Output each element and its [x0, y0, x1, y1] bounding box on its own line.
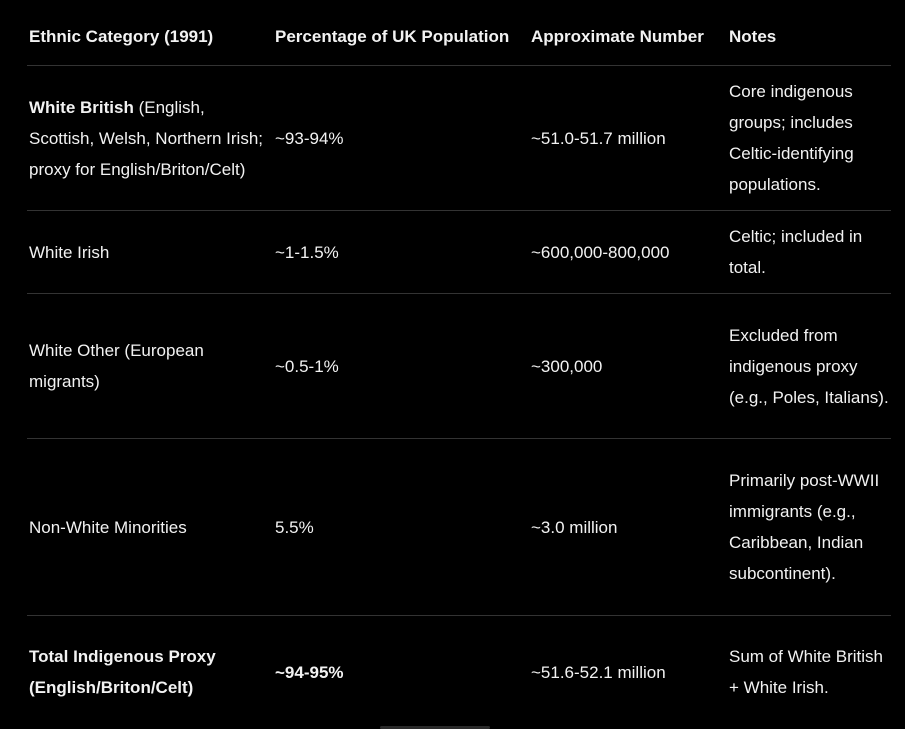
notes-cell: Excluded from indigenous proxy (e.g., Po…: [729, 325, 889, 407]
notes-cell: Primarily post-WWII immigrants (e.g., Ca…: [729, 471, 880, 583]
number-cell: ~300,000: [531, 356, 603, 376]
category-bold-text: Total Indigenous Proxy (English/Briton/C…: [29, 647, 216, 697]
number-cell: ~51.6-52.1 million: [531, 662, 666, 682]
category-bold-text: White British: [29, 97, 134, 117]
category-cell: White British (English, Scottish, Welsh,…: [27, 92, 273, 185]
category-cell: White Other (European migrants): [27, 335, 273, 397]
table-row: White Other (European migrants) ~0.5-1% …: [27, 294, 891, 439]
number-cell: ~600,000-800,000: [531, 242, 670, 262]
table-row: White British (English, Scottish, Welsh,…: [27, 66, 891, 211]
number-cell: ~3.0 million: [531, 517, 618, 537]
population-table: Ethnic Category (1991) Percentage of UK …: [27, 0, 891, 728]
percentage-cell: ~93-94%: [275, 128, 344, 148]
category-text: White Irish: [29, 242, 110, 262]
category-text: White Other (European migrants): [29, 341, 204, 391]
category-cell: White Irish: [27, 237, 273, 268]
notes-cell: Sum of White British + White Irish.: [729, 647, 883, 697]
category-text: Non-White Minorities: [29, 517, 187, 537]
table-row: Non-White Minorities 5.5% ~3.0 million P…: [27, 439, 891, 616]
category-cell: Total Indigenous Proxy (English/Briton/C…: [27, 641, 273, 703]
notes-cell: Core indigenous groups; includes Celtic-…: [729, 82, 854, 194]
percentage-cell: 5.5%: [275, 517, 314, 537]
percentage-cell: ~94-95%: [275, 662, 344, 682]
header-notes: Notes: [729, 27, 777, 46]
percentage-cell: ~1-1.5%: [275, 242, 339, 262]
category-text: (English, Scottish, Welsh, Northern Iris…: [29, 97, 263, 179]
category-cell: Non-White Minorities: [27, 512, 273, 543]
header-percentage: Percentage of UK Population: [275, 27, 510, 46]
table-row: White Irish ~1-1.5% ~600,000-800,000 Cel…: [27, 211, 891, 294]
table-header-row: Ethnic Category (1991) Percentage of UK …: [27, 0, 891, 66]
notes-cell: Celtic; included in total.: [729, 227, 863, 277]
header-ethnic-category: Ethnic Category (1991): [29, 27, 214, 46]
percentage-cell: ~0.5-1%: [275, 356, 339, 376]
header-approximate-number: Approximate Number: [531, 27, 704, 46]
number-cell: ~51.0-51.7 million: [531, 128, 666, 148]
table-row: Total Indigenous Proxy (English/Briton/C…: [27, 616, 891, 728]
